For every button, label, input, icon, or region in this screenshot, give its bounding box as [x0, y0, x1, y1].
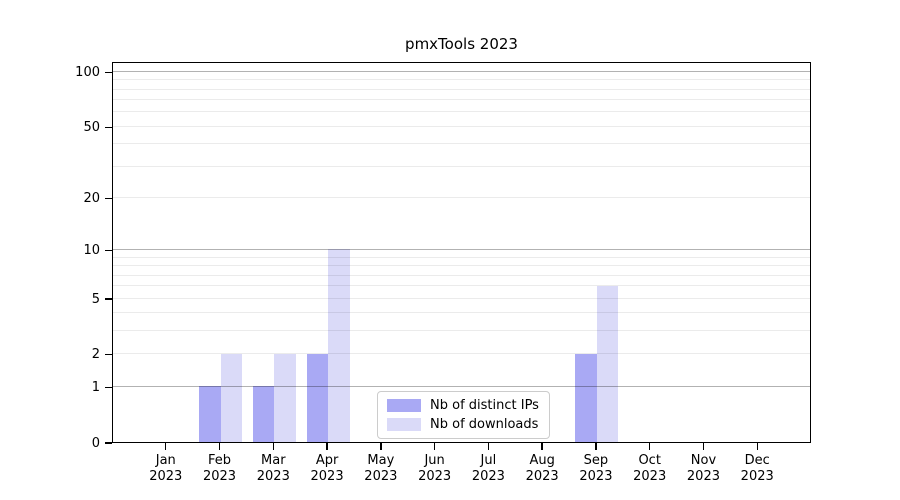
gridline-y-8 — [113, 265, 810, 267]
gridline-y-3 — [113, 330, 810, 332]
y-tick-0 — [105, 442, 112, 444]
gridline-y-30 — [113, 165, 810, 167]
x-tick-jun — [433, 443, 436, 450]
x-tick-label-sep: Sep 2023 — [579, 453, 613, 484]
legend-label-downloads: Nb of downloads — [430, 417, 539, 432]
y-tick-100 — [105, 71, 112, 74]
gridline-y-9 — [113, 256, 810, 258]
gridline-y-6 — [113, 285, 810, 287]
x-tick-sep — [595, 443, 597, 450]
gridline-y-7 — [113, 274, 810, 276]
legend-item-downloads: Nb of downloads — [387, 417, 539, 432]
y-tick-2 — [105, 354, 112, 356]
x-tick-label-jul: Jul 2023 — [471, 453, 505, 484]
gridline-y-10 — [113, 248, 810, 250]
bar-mar-downloads — [274, 353, 296, 442]
legend-label-distinct-ips: Nb of distinct IPs — [430, 398, 539, 413]
y-tick-label-2: 2 — [91, 347, 100, 363]
y-tick-20 — [105, 197, 112, 200]
x-tick-label-dec: Dec 2023 — [740, 453, 774, 484]
y-tick-label-5: 5 — [91, 291, 100, 307]
legend-swatch-downloads — [387, 418, 421, 431]
x-tick-jul — [487, 443, 490, 450]
y-tick-label-50: 50 — [83, 119, 100, 135]
legend-item-distinct-ips: Nb of distinct IPs — [387, 398, 539, 413]
x-tick-label-may: May 2023 — [364, 453, 398, 484]
x-tick-label-nov: Nov 2023 — [686, 453, 720, 484]
bar-mar-distinct-ips — [252, 386, 275, 442]
legend: Nb of distinct IPs Nb of downloads — [377, 391, 550, 439]
bar-feb-distinct-ips — [199, 386, 221, 442]
x-tick-label-aug: Aug 2023 — [525, 453, 559, 484]
legend-swatch-distinct-ips — [387, 399, 421, 412]
x-tick-label-apr: Apr 2023 — [310, 453, 344, 484]
x-tick-apr — [326, 443, 328, 450]
x-tick-jan — [165, 443, 167, 450]
bar-apr-downloads — [328, 249, 350, 442]
gridline-y-40 — [113, 143, 810, 145]
x-tick-oct — [648, 443, 651, 450]
gridline-y-100 — [113, 70, 810, 72]
y-tick-label-100: 100 — [75, 64, 100, 80]
gridline-y-1 — [113, 385, 810, 387]
x-tick-label-oct: Oct 2023 — [633, 453, 667, 484]
x-tick-label-mar: Mar 2023 — [256, 453, 290, 484]
x-tick-mar — [272, 443, 274, 450]
y-tick-5 — [105, 298, 112, 300]
x-tick-aug — [541, 443, 543, 450]
x-tick-may — [380, 443, 382, 450]
x-tick-feb — [218, 443, 221, 450]
plot-area — [112, 62, 811, 443]
gridline-y-60 — [113, 111, 810, 113]
gridline-y-20 — [113, 197, 810, 199]
gridline-y-70 — [113, 99, 810, 101]
bar-sep-distinct-ips — [575, 353, 597, 442]
bar-sep-downloads — [596, 285, 619, 442]
gridline-y-50 — [113, 125, 810, 127]
y-tick-label-0: 0 — [91, 435, 100, 451]
y-tick-50 — [105, 126, 112, 128]
y-tick-label-1: 1 — [91, 379, 100, 395]
x-tick-dec — [756, 443, 758, 450]
bar-apr-distinct-ips — [306, 353, 329, 442]
gridline-y-80 — [113, 88, 810, 90]
chart-title: pmxTools 2023 — [405, 35, 518, 53]
x-tick-label-jan: Jan 2023 — [149, 453, 183, 484]
y-tick-10 — [105, 249, 112, 252]
x-tick-nov — [702, 443, 705, 450]
x-tick-label-feb: Feb 2023 — [202, 453, 237, 484]
gridline-y-2 — [113, 353, 810, 355]
y-tick-label-10: 10 — [83, 242, 100, 258]
gridline-y-4 — [113, 312, 810, 314]
y-tick-label-20: 20 — [83, 191, 100, 207]
gridline-y-90 — [113, 79, 810, 81]
gridline-y-5 — [113, 297, 810, 299]
x-tick-label-jun: Jun 2023 — [418, 453, 452, 484]
y-tick-1 — [105, 386, 112, 389]
bar-feb-downloads — [220, 353, 243, 442]
